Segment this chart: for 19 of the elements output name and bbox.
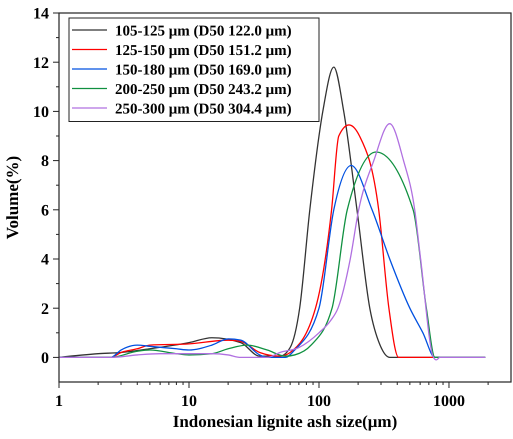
x-tick-label: 1000 — [432, 393, 465, 410]
y-tick-label: 0 — [41, 350, 49, 367]
y-tick-label: 2 — [41, 300, 49, 318]
y-axis-title: Volume(%) — [3, 156, 22, 240]
legend-label: 125-150 μm (D50 151.2 μm) — [115, 42, 292, 59]
y-tick-label: 12 — [33, 54, 49, 72]
x-tick-label: 10 — [180, 393, 197, 410]
legend-label: 105-125 μm (D50 122.0 μm) — [115, 23, 292, 40]
y-tick-label: 4 — [41, 252, 49, 269]
y-tick-label: 14 — [33, 6, 49, 23]
legend-label: 200-250 μm (D50 243.2 μm) — [115, 82, 292, 98]
legend-label: 250-300 μm (D50 304.4 μm) — [115, 101, 292, 118]
y-tick-label: 6 — [41, 202, 49, 220]
x-axis-title: Indonesian lignite ash size(μm) — [172, 412, 398, 431]
x-tick-label: 100 — [306, 393, 331, 410]
y-tick-label: 10 — [33, 104, 49, 121]
y-tick-label: 8 — [41, 153, 49, 170]
x-tick-label: 1 — [55, 393, 63, 410]
legend-label: 150-180 μm (D50 169.0 μm) — [115, 62, 292, 78]
